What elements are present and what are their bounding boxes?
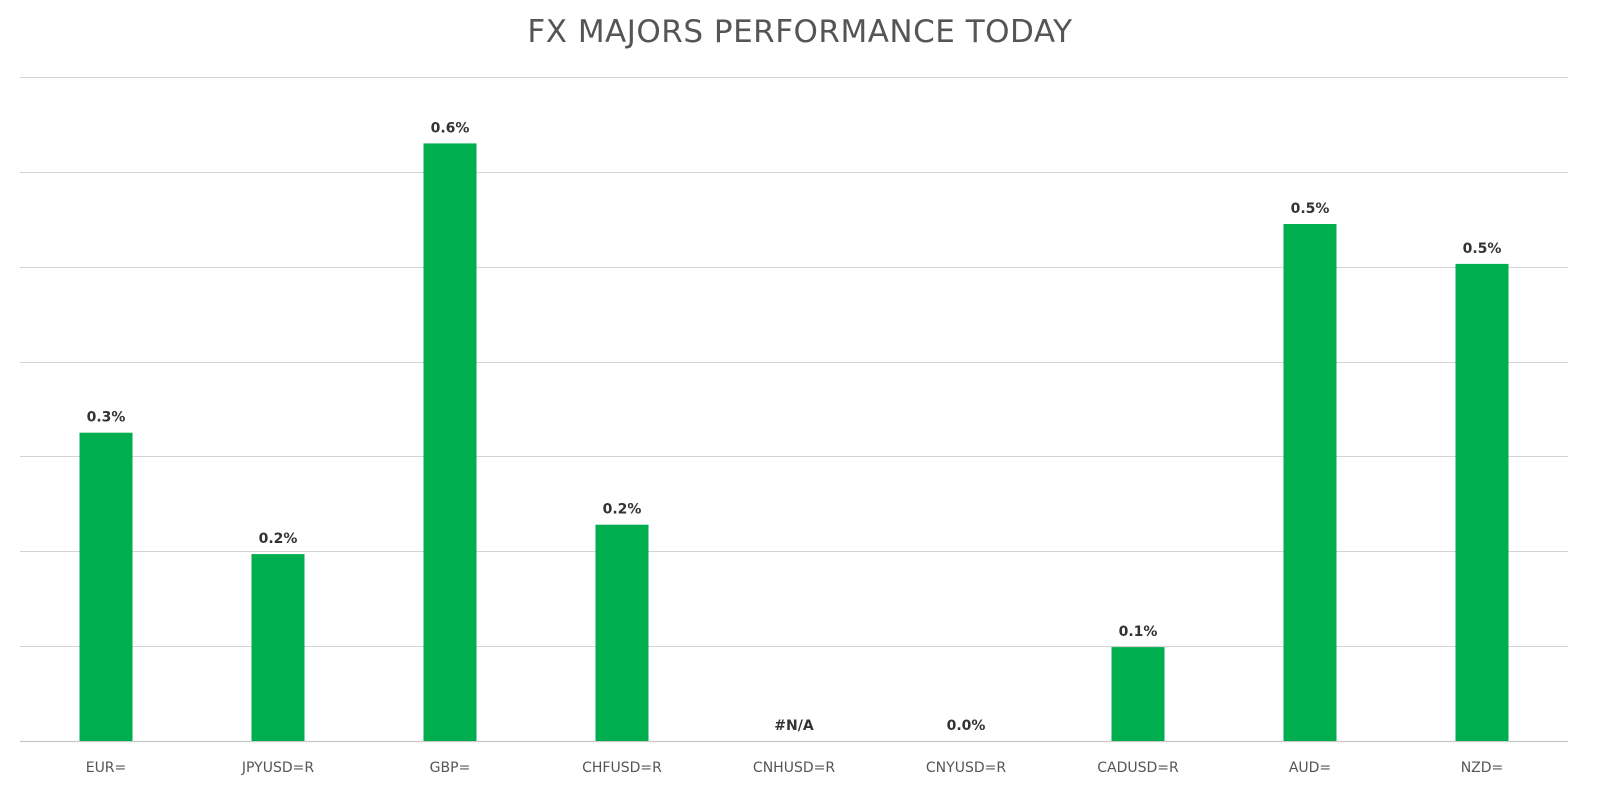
- data-label: 0.2%: [259, 531, 298, 547]
- category-label: CHFUSD=R: [582, 760, 662, 776]
- category-label: EUR=: [86, 760, 127, 776]
- data-label: 0.5%: [1463, 241, 1502, 257]
- bars: [79, 143, 1509, 741]
- category-label: GBP=: [430, 760, 471, 776]
- bar: [251, 554, 305, 741]
- data-label: 0.0%: [947, 718, 986, 734]
- data-label: 0.5%: [1291, 201, 1330, 217]
- bar: [79, 432, 133, 741]
- bar: [1455, 263, 1509, 741]
- data-label: 0.3%: [87, 410, 126, 426]
- data-label: 0.6%: [431, 120, 470, 136]
- bar: [595, 524, 649, 741]
- category-label: AUD=: [1289, 760, 1331, 776]
- category-label: NZD=: [1461, 760, 1504, 776]
- chart-title: FX MAJORS PERFORMANCE TODAY: [527, 14, 1073, 50]
- data-label: #N/A: [774, 718, 814, 734]
- category-label: CADUSD=R: [1097, 760, 1179, 776]
- bar: [1283, 224, 1337, 741]
- data-label: 0.1%: [1119, 624, 1158, 640]
- bar: [423, 143, 477, 741]
- data-label: 0.2%: [603, 502, 642, 518]
- category-label: CNHUSD=R: [753, 760, 835, 776]
- category-label: CNYUSD=R: [926, 760, 1006, 776]
- data-labels: 0.3% 0.2% 0.6% 0.2% #N/A 0.0% 0.1% 0.5% 0.5%: [87, 120, 1502, 734]
- category-label: JPYUSD=R: [241, 760, 314, 776]
- category-labels: EUR= JPYUSD=R GBP= CHFUSD=R CNHUSD=R CNYUSD=R…: [86, 760, 1504, 776]
- bar: [1111, 647, 1165, 741]
